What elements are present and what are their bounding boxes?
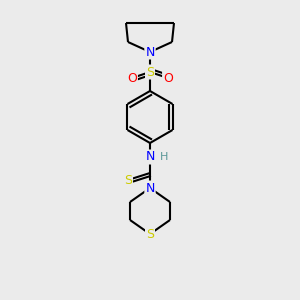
Text: S: S — [124, 173, 132, 187]
Text: H: H — [160, 152, 168, 162]
Text: N: N — [145, 46, 155, 59]
Text: S: S — [146, 65, 154, 79]
Text: N: N — [145, 182, 155, 194]
Text: O: O — [127, 71, 137, 85]
Text: O: O — [163, 71, 173, 85]
Text: S: S — [146, 227, 154, 241]
Text: N: N — [145, 151, 155, 164]
